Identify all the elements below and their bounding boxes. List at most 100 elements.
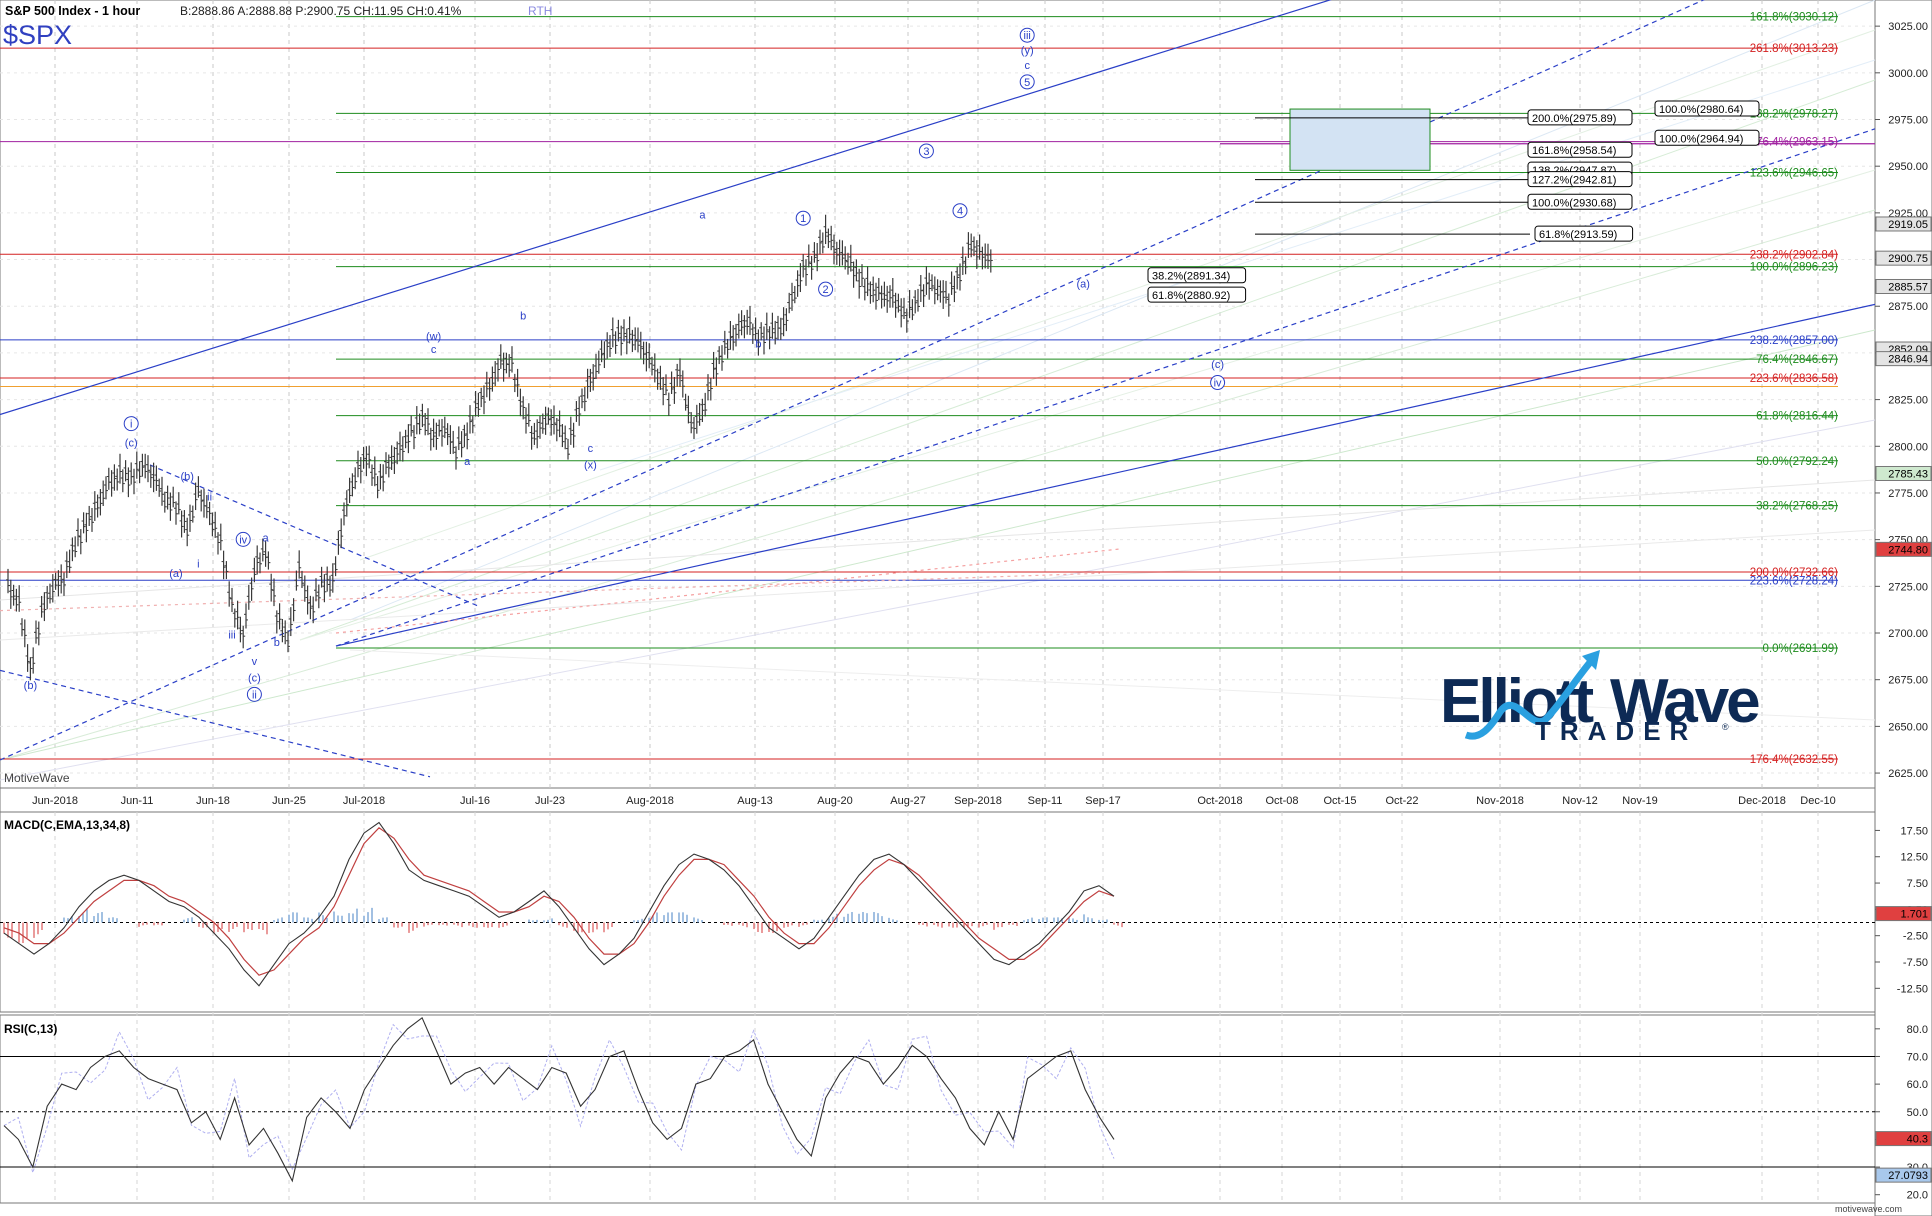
fib-box (1527, 193, 1633, 210)
fib-box (1527, 109, 1633, 126)
rsi-tag (1875, 1131, 1932, 1147)
price-tag (1875, 351, 1932, 367)
date-tick-label: Aug-13 (737, 795, 772, 807)
wave-circle (246, 686, 262, 702)
wave-label: 5 (1024, 77, 1030, 89)
date-tick-label: Aug-2018 (626, 795, 674, 807)
wave-label: (w) (426, 331, 441, 343)
fib-level-label: 223.6%(2728.24) (1750, 575, 1838, 587)
logo-reg: ® (1722, 722, 1729, 732)
fib-level-label: 100.0%(2896.23) (1750, 262, 1838, 274)
rsi-tag-label: 27.0793 (1888, 1170, 1928, 1182)
fib-level-label: 123.6%(2946.65) (1750, 167, 1838, 179)
fib-box-label: 61.8%(2880.92) (1152, 290, 1230, 302)
rsi-title: RSI(C,13) (4, 1022, 57, 1036)
trend-channels (0, 0, 1876, 778)
channel-line (335, 548, 1121, 634)
fib-boxed-labels: 100.0%(2980.64) 200.0%(2975.89) 100.0%(296… (1147, 100, 1760, 303)
fan-line (599, 59, 1876, 471)
session-tag: RTH (528, 4, 552, 18)
date-tick-label: Oct-2018 (1197, 795, 1242, 807)
fan-line (349, 0, 1876, 621)
price-axis (1874, 0, 1932, 1216)
motivewave-watermark: MotiveWave (4, 771, 70, 785)
price-bars (6, 214, 993, 681)
wave-label: 2 (823, 284, 829, 296)
date-tick-label: Jun-2018 (32, 795, 78, 807)
fib-level-label: 76.4%(2846.67) (1756, 354, 1838, 366)
wave-circle (235, 531, 251, 547)
rsi-tick-label: 20.0 (1907, 1190, 1928, 1202)
price-tag (1875, 465, 1932, 481)
fib-level-label: 200.0%(2732.66) (1750, 567, 1838, 579)
fib-box-label: 38.2%(2891.34) (1152, 271, 1230, 283)
channel-line (0, 572, 1101, 612)
fib-level-label: 176.4%(2632.55) (1750, 754, 1838, 766)
wave-circle (1019, 27, 1035, 43)
wave-label: (b) (180, 471, 193, 483)
date-tick-label: Jul-16 (460, 795, 490, 807)
wave-label: (a) (1076, 279, 1089, 291)
wave-label: iii (1024, 30, 1031, 42)
price-tick-label: 3000.00 (1888, 68, 1928, 80)
wave-circle (123, 416, 139, 432)
fan-line (349, 649, 1876, 721)
date-tick-label: Sep-2018 (954, 795, 1002, 807)
date-tick-label: Jun-11 (121, 795, 154, 807)
wave-label: iv (1214, 378, 1222, 390)
fib-box-label: 161.8%(2958.54) (1532, 145, 1616, 157)
price-tick-label: 2625.00 (1888, 768, 1928, 780)
macd-tick-label: 7.50 (1907, 878, 1928, 890)
macd-panel (0, 811, 1876, 1013)
price-tag-label: 2900.75 (1888, 253, 1928, 265)
wave-circle (1019, 74, 1035, 90)
channel-line (0, 0, 1332, 416)
price-tag (1875, 250, 1932, 266)
logo-word2: Wave (1610, 667, 1759, 736)
elliottwave-trader-logo: Elliott Wave TRADER ® (1440, 650, 1762, 746)
price-axis-ticks: 2625.002650.002675.002700.002725.002750.… (1875, 21, 1932, 780)
macd-tick-label: -12.50 (1897, 983, 1928, 995)
fib-level-label: 61.8%(2816.44) (1756, 411, 1838, 423)
fan-line (0, 419, 1876, 781)
date-tick-label: Jul-23 (535, 795, 565, 807)
fib-box (1654, 100, 1760, 117)
wave-label: c (588, 443, 594, 455)
wave-circle (952, 203, 968, 219)
fib-box (1527, 141, 1633, 158)
fib-box (1147, 267, 1247, 284)
macd-tick-label: -7.50 (1903, 957, 1928, 969)
channel-line (0, 0, 1705, 761)
rsi-envelope (3, 1023, 1115, 1175)
quote-line: B:2888.86 A:2888.88 P:2900.75 CH:11.95 C… (180, 4, 462, 18)
target-zone-box (1289, 108, 1431, 171)
date-axis-ticks: Jun-2018 Jun-11 Jun-18 Jun-25 Jul-2018 Jul-16… (32, 795, 1836, 807)
wave-label: c (431, 344, 437, 356)
macd-signal-line (3, 827, 1115, 976)
price-panel (0, 0, 1876, 789)
target-box (1255, 108, 1530, 235)
wave-label: (b) (24, 680, 37, 692)
wave-label: (c) (1211, 359, 1224, 371)
fan-line (0, 329, 1876, 761)
wave-label: c (1024, 60, 1030, 72)
fib-box (1654, 129, 1760, 146)
fib-box (1527, 171, 1633, 188)
wave-label: i (197, 559, 199, 571)
date-tick-label: Nov-12 (1562, 795, 1597, 807)
macd-line (3, 821, 1115, 987)
wave-label: (c) (248, 673, 261, 685)
fib-box-label: 100.0%(2980.64) (1659, 104, 1743, 116)
fan-line (299, 169, 1876, 641)
wave-label: v (252, 656, 258, 668)
chart-title: S&P 500 Index - 1 hour (5, 4, 140, 18)
wave-label: i (130, 419, 132, 431)
fan-line (0, 209, 1876, 761)
price-tick-label: 3025.00 (1888, 21, 1928, 33)
wave-label: ii (207, 491, 212, 503)
price-tick-label: 2875.00 (1888, 301, 1928, 313)
motivewave-footer: motivewave.com (1835, 1204, 1902, 1214)
price-tag-label: 2885.57 (1888, 281, 1928, 293)
